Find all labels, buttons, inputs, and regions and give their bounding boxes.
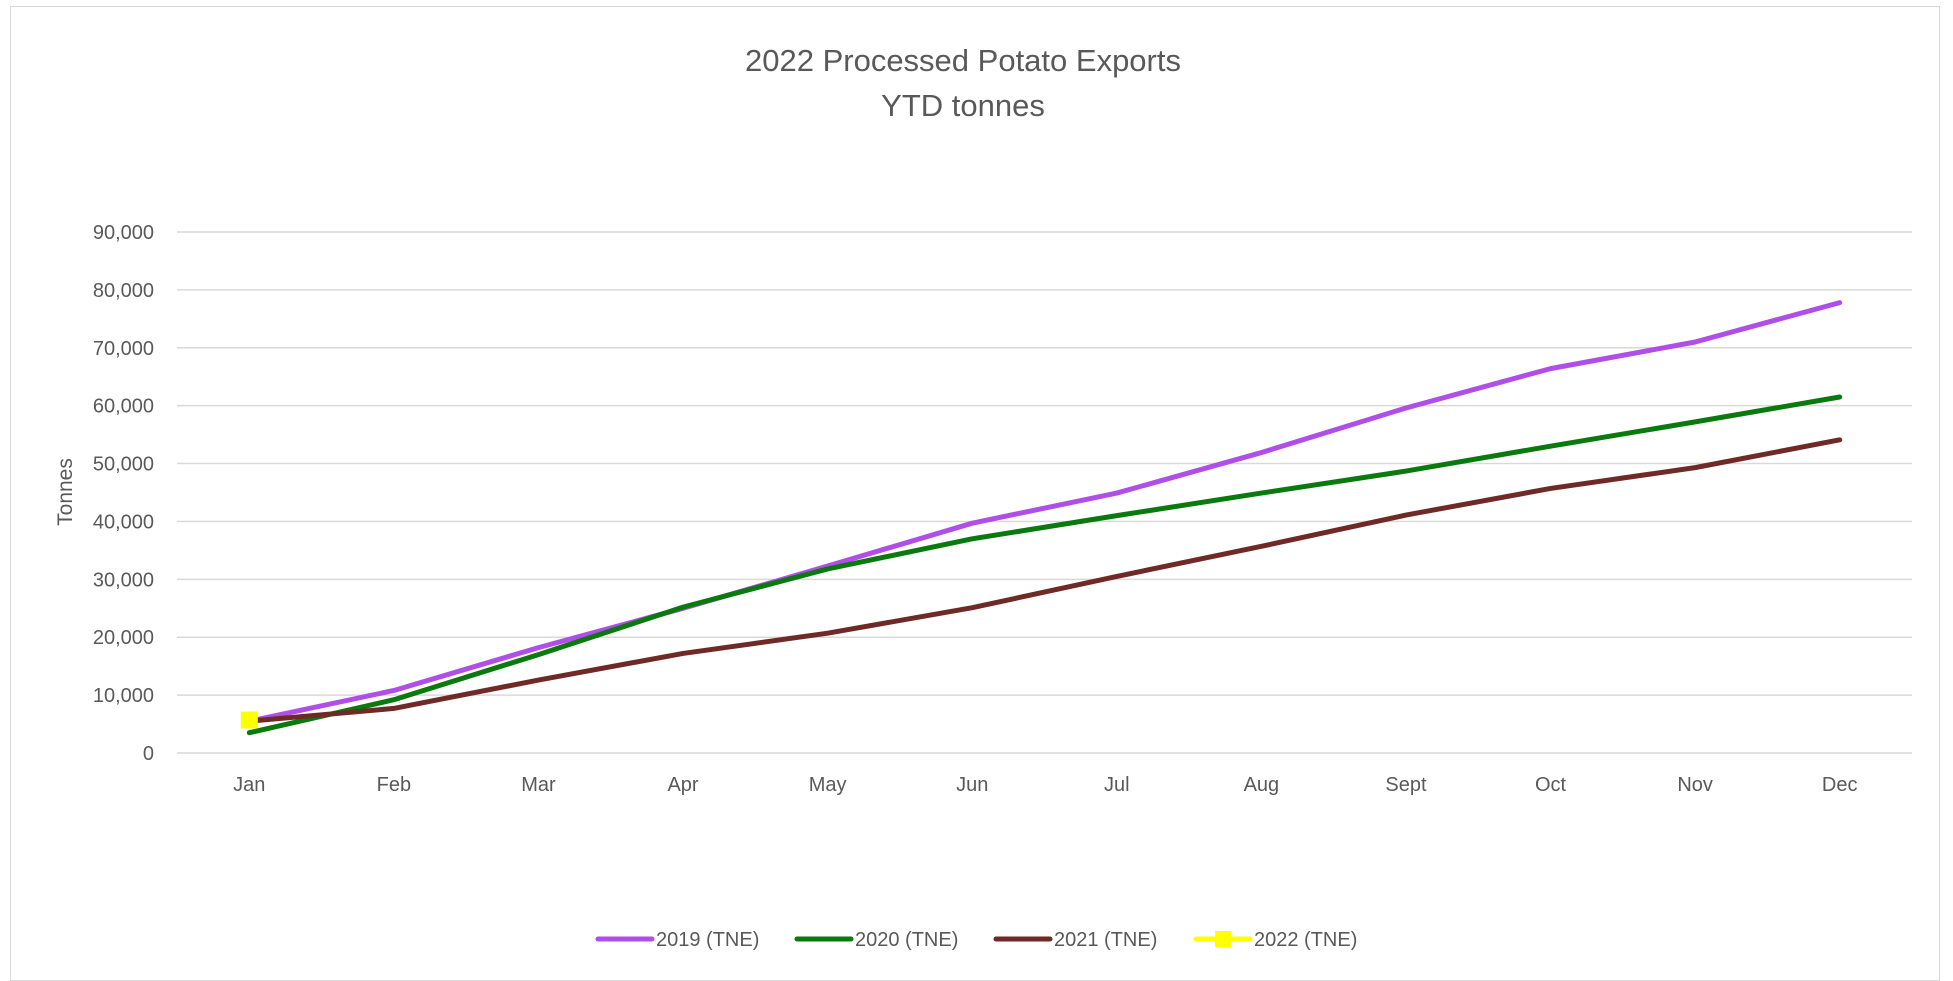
series-line	[246, 394, 1843, 736]
y-axis-title: Tonnes	[54, 458, 77, 526]
y-axis-tick-labels: 0 10,000 20,000 30,000 40,000 50,000 60,000 70,…	[93, 222, 154, 765]
x-tick-label: Jan	[233, 774, 265, 796]
chart-subtitle: YTD tonnes	[881, 88, 1045, 123]
y-tick-label: 40,000	[93, 511, 154, 533]
series-lines	[240, 300, 1843, 736]
y-tick-label: 90,000	[93, 222, 154, 244]
legend-label: 2022 (TNE)	[1254, 929, 1357, 951]
legend-item[interactable]: 2022 (TNE)	[1193, 929, 1357, 951]
y-tick-label: 60,000	[93, 396, 154, 418]
legend[interactable]: 2019 (TNE) 2020 (TNE) 2021 (TNE) 2022 (TNE)	[595, 929, 1357, 951]
chart-title-group: 2022 Processed Potato Exports YTD tonnes	[745, 43, 1181, 123]
x-tick-label: Sept	[1385, 774, 1427, 796]
y-tick-label: 10,000	[93, 685, 154, 707]
legend-label: 2019 (TNE)	[656, 929, 759, 951]
x-tick-label: Jun	[956, 774, 988, 796]
gridlines	[177, 231, 1912, 754]
x-tick-label: Jul	[1104, 774, 1130, 796]
series-line	[246, 300, 1843, 724]
chart-area	[10, 6, 1940, 981]
series-line	[246, 437, 1843, 724]
legend-label: 2021 (TNE)	[1054, 929, 1157, 951]
x-tick-label: Nov	[1677, 774, 1713, 796]
legend-label: 2020 (TNE)	[855, 929, 958, 951]
chart-title: 2022 Processed Potato Exports	[745, 43, 1181, 78]
legend-item[interactable]: 2021 (TNE)	[993, 929, 1157, 951]
legend-item[interactable]: 2020 (TNE)	[794, 929, 958, 951]
legend-item[interactable]: 2019 (TNE)	[595, 929, 759, 951]
x-tick-label: Mar	[521, 774, 556, 796]
x-tick-label: Aug	[1244, 774, 1280, 796]
x-tick-label: Apr	[667, 774, 698, 796]
y-tick-label: 70,000	[93, 338, 154, 360]
y-tick-label: 20,000	[93, 627, 154, 649]
data-point-marker	[240, 711, 258, 729]
x-tick-label: Feb	[377, 774, 411, 796]
y-tick-label: 0	[143, 743, 154, 765]
legend-marker	[1215, 931, 1231, 947]
x-tick-label: May	[809, 774, 847, 796]
x-axis-tick-labels: Jan Feb Mar Apr May Jun Jul Aug Sept Oct Nov Dec	[233, 774, 1857, 796]
x-tick-label: Dec	[1822, 774, 1858, 796]
y-tick-label: 30,000	[93, 569, 154, 591]
y-tick-label: 50,000	[93, 454, 154, 476]
y-tick-label: 80,000	[93, 280, 154, 302]
x-tick-label: Oct	[1535, 774, 1567, 796]
